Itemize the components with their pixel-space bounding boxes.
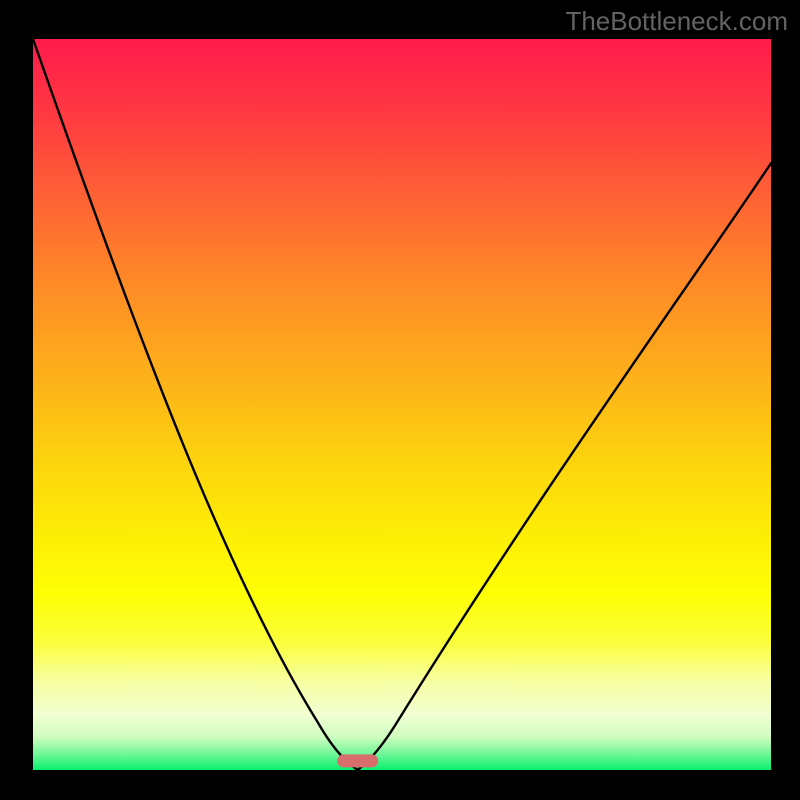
plot-area (33, 39, 771, 770)
bottleneck-marker (337, 754, 378, 767)
figure-container: TheBottleneck.com (0, 0, 800, 800)
watermark-text: TheBottleneck.com (565, 6, 788, 37)
chart-svg (33, 39, 771, 770)
gradient-background (33, 39, 771, 770)
